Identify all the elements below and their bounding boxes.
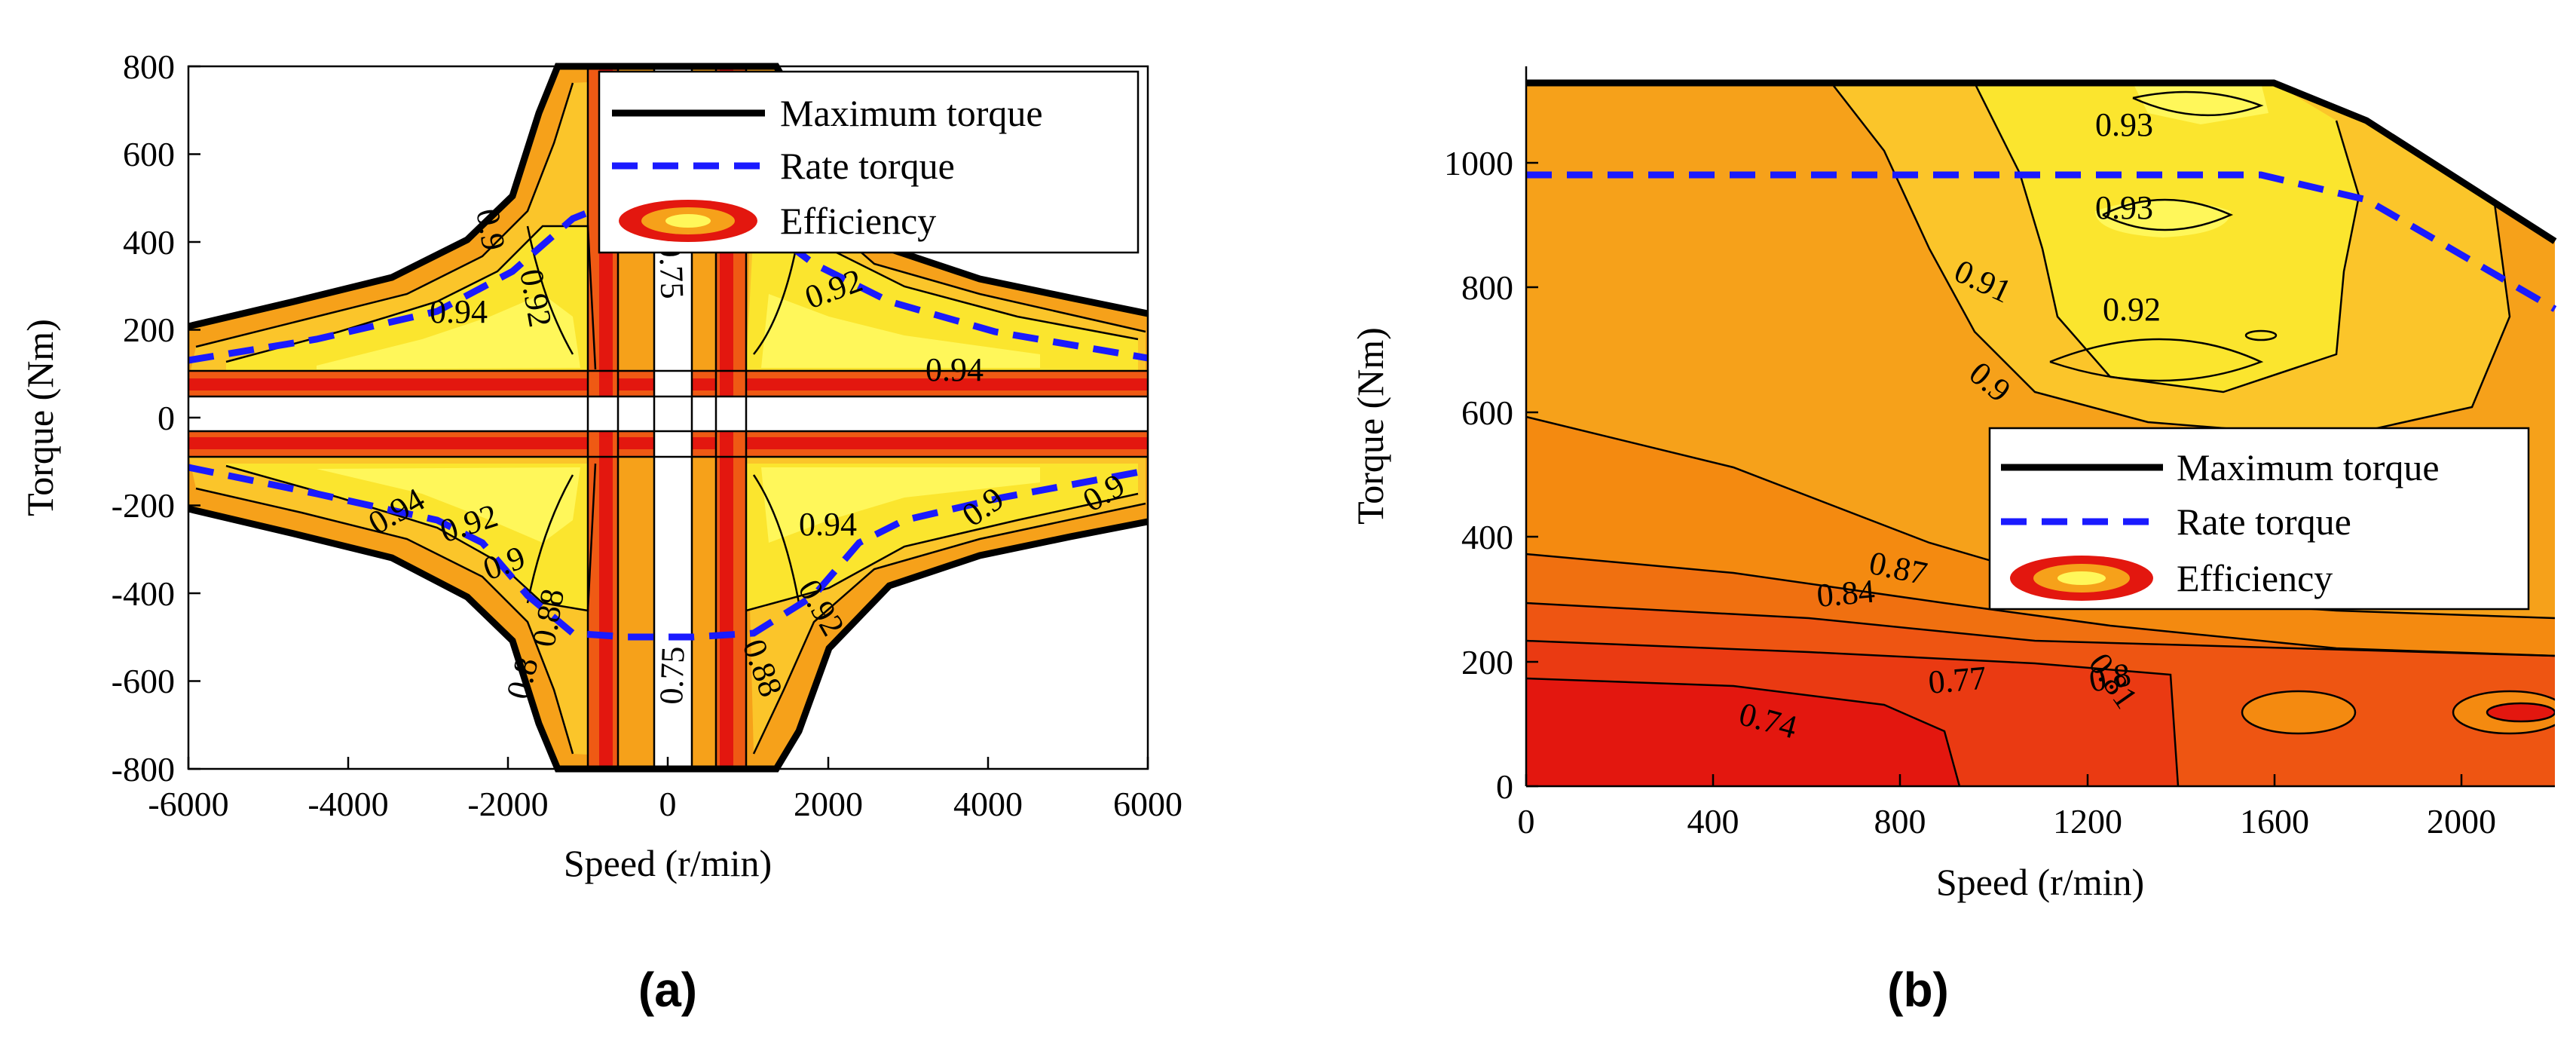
y-axis-a: 800 600 400 200 0 -200 -400 -600 -800 — [112, 47, 200, 788]
efficiency-layer-b5 — [1526, 678, 1960, 786]
legend-b-label: Efficiency — [2177, 557, 2333, 599]
x-tick-label-a: 2000 — [794, 785, 863, 823]
x-tick-label-b: 1200 — [2053, 802, 2122, 841]
legend-a: Maximum torque Rate torque Efficiency — [598, 70, 1140, 254]
efficiency-bubble-b3 — [2487, 703, 2555, 721]
contour-label-a: 0.94 — [799, 506, 857, 543]
max-torque-line-b — [1526, 79, 2557, 244]
contour-label-a: 0.9 — [469, 206, 512, 253]
legend-b-label: Rate torque — [2177, 501, 2351, 543]
y-axis-title-a: Torque (Nm) — [19, 319, 61, 516]
rate-torque-line-b — [1526, 171, 2557, 312]
legend-a-label: Rate torque — [780, 145, 955, 187]
x-tick-label-b: 800 — [1874, 802, 1926, 841]
y-axis-title-b: Torque (Nm) — [1349, 327, 1391, 525]
efficiency-layer-a3 — [226, 226, 1138, 611]
x-axis-title-b: Speed (r/min) — [1936, 861, 2144, 903]
y-tick-label-a: 200 — [123, 311, 175, 349]
x-axis-a: -6000 -4000 -2000 0 2000 4000 6000 — [148, 757, 1182, 823]
panel-b: 0.93 0.93 0.92 0.91 0.9 0.87 0.84 0.8 0.… — [1349, 66, 2557, 903]
y-tick-label-a: -400 — [112, 574, 175, 613]
x-tick-label-a: 0 — [659, 785, 677, 823]
contour-label-b: 0.84 — [1816, 572, 1877, 614]
efficiency-bubble-b1 — [2242, 691, 2355, 733]
contour-label-a: 0.94 — [430, 293, 488, 330]
x-axis-b: 0 400 800 1200 1600 2000 — [1518, 774, 2496, 841]
contour-label-a: 0.94 — [925, 351, 984, 388]
legend-b-efficiency-swatch — [2010, 556, 2153, 601]
y-tick-label-a: -800 — [112, 750, 175, 788]
x-tick-label-a: 4000 — [953, 785, 1023, 823]
y-tick-label-a: -600 — [112, 662, 175, 700]
contour-label-b: 0.77 — [1927, 659, 1988, 701]
legend-a-label: Efficiency — [780, 200, 936, 242]
x-tick-label-b: 400 — [1687, 802, 1739, 841]
legend-a-efficiency-swatch — [619, 200, 757, 242]
efficiency-layer-a4 — [317, 294, 1040, 543]
contour-label-b: 0.93 — [2095, 189, 2153, 226]
y-tick-label-b: 400 — [1461, 518, 1513, 556]
plot-b-fills — [1526, 66, 2555, 786]
x-tick-label-b: 2000 — [2427, 802, 2496, 841]
y-tick-label-a: 0 — [158, 399, 175, 437]
y-tick-label-a: 600 — [123, 135, 175, 173]
y-tick-label-b: 0 — [1496, 767, 1513, 806]
contour-lines-a — [188, 66, 1148, 769]
y-tick-label-a: 400 — [123, 223, 175, 262]
y-tick-label-a: -200 — [112, 486, 175, 525]
contour-label-b: 0.92 — [2103, 291, 2161, 328]
x-tick-label-a: 6000 — [1113, 785, 1182, 823]
panel-label-a: (a) — [638, 963, 697, 1017]
contour-label-a: 0.75 — [653, 646, 692, 706]
panel-label-b: (b) — [1887, 963, 1949, 1017]
legend-b-label: Maximum torque — [2177, 446, 2440, 488]
plot-a-fills — [188, 66, 1148, 769]
x-axis-title-a: Speed (r/min) — [564, 842, 772, 884]
y-tick-label-b: 600 — [1461, 393, 1513, 432]
efficiency-layer-b7 — [1975, 83, 2359, 392]
x-tick-label-a: -4000 — [307, 785, 388, 823]
panel-a: 0.94 0.92 0.9 0.75 0.92 0.94 0.94 0.92 0… — [19, 47, 1182, 884]
contour-label-b: 0.8 — [2086, 656, 2134, 700]
y-tick-label-b: 800 — [1461, 268, 1513, 307]
y-tick-label-a: 800 — [123, 47, 175, 86]
y-tick-label-b: 1000 — [1444, 144, 1513, 182]
x-tick-label-b: 1600 — [2240, 802, 2309, 841]
y-axis-b: 1000 800 600 400 200 0 — [1444, 144, 1538, 806]
x-tick-label-b: 0 — [1518, 802, 1535, 841]
y-tick-label-b: 200 — [1461, 643, 1513, 681]
legend-b: Maximum torque Rate torque Efficiency — [1988, 427, 2530, 611]
x-tick-label-a: -6000 — [148, 785, 228, 823]
x-tick-label-a: -2000 — [467, 785, 548, 823]
legend-a-label: Maximum torque — [780, 92, 1043, 134]
contour-label-b: 0.93 — [2095, 106, 2153, 143]
